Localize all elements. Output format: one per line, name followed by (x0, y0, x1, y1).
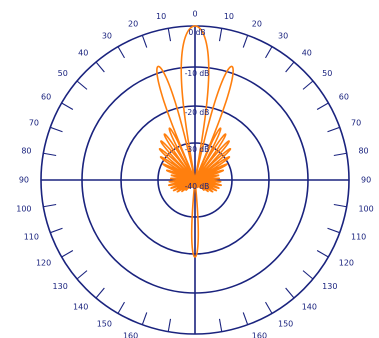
angle-label-right-130: 130 (322, 282, 337, 291)
angle-tick-140 (285, 287, 295, 299)
angle-tick-10 (218, 28, 223, 42)
angle-label-left-130: 130 (53, 282, 68, 291)
angle-label-left-30: 30 (102, 32, 112, 41)
angle-tick-70 (327, 126, 340, 133)
angle-tick-240 (61, 250, 74, 258)
angle-label-right-50: 50 (322, 69, 332, 78)
angle-tick-30 (265, 46, 273, 59)
angle-label-right-140: 140 (302, 303, 317, 312)
angle-label-right-30: 30 (278, 32, 288, 41)
angle-label-left-60: 60 (41, 93, 51, 102)
angle-label-left-90: 90 (19, 176, 29, 185)
angle-label-left-100: 100 (16, 204, 31, 213)
angle-label-right-10: 10 (224, 12, 234, 21)
angle-label-left-140: 140 (73, 303, 88, 312)
angle-label-left-120: 120 (36, 259, 51, 268)
angle-label-right-70: 70 (351, 119, 361, 128)
angle-tick-310 (76, 80, 88, 90)
angle-tick-220 (95, 287, 105, 299)
angle-label-left-50: 50 (58, 69, 68, 78)
angle-tick-80 (333, 152, 347, 157)
angle-label-left-20: 20 (128, 20, 138, 29)
polar-grid (40, 25, 350, 335)
angle-label-left-40: 40 (78, 48, 88, 57)
angle-tick-50 (302, 80, 314, 90)
db-label-2: -20 dB (185, 108, 210, 117)
angle-label-left-10: 10 (156, 12, 166, 21)
db-label-0: 0 dB (188, 28, 205, 37)
angle-tick-120 (316, 250, 329, 258)
db-label-3: -30 dB (185, 145, 210, 154)
angle-tick-330 (117, 46, 125, 59)
angle-label-left-80: 80 (21, 147, 31, 156)
angle-label-right-110: 110 (351, 232, 366, 241)
db-label-1: -10 dB (185, 69, 210, 78)
angle-tick-60 (316, 102, 329, 110)
db-ring-labels: 0 dB -10 dB -20 dB -30 dB -40 dB (185, 28, 210, 191)
angle-tick-320 (95, 61, 105, 73)
angle-tick-40 (285, 61, 295, 73)
angle-tick-290 (50, 126, 63, 133)
angle-tick-340 (141, 35, 148, 48)
angle-label-right-90: 90 (361, 176, 371, 185)
angle-label-right-100: 100 (358, 204, 373, 213)
angle-tick-210 (117, 301, 125, 314)
pattern-series-0 (156, 25, 234, 258)
angle-label-left-70: 70 (29, 119, 39, 128)
angle-tick-230 (76, 270, 88, 280)
angle-label-right-60: 60 (339, 93, 349, 102)
angle-tick-170 (218, 318, 223, 332)
angle-label-right-0: 0 (192, 10, 197, 19)
angle-tick-200 (141, 312, 148, 325)
angle-label-left-160: 160 (123, 331, 138, 338)
angle-tick-150 (265, 301, 273, 314)
angle-tick-160 (242, 312, 249, 325)
angle-tick-280 (43, 152, 57, 157)
angle-tick-350 (167, 28, 172, 42)
angle-tick-190 (167, 318, 172, 332)
db-label-4: -40 dB (185, 182, 210, 191)
angle-label-left-110: 110 (24, 232, 39, 241)
angle-tick-100 (333, 203, 347, 208)
angle-label-right-20: 20 (252, 20, 262, 29)
angle-tick-300 (61, 102, 74, 110)
angle-tick-260 (43, 203, 57, 208)
angle-label-right-40: 40 (302, 48, 312, 57)
angle-label-right-160: 160 (252, 331, 267, 338)
angle-tick-130 (302, 270, 314, 280)
angle-label-right-80: 80 (358, 147, 368, 156)
angle-label-right-150: 150 (278, 319, 293, 328)
angle-tick-20 (242, 35, 249, 48)
angle-tick-110 (327, 227, 340, 234)
angle-labels: 0 10 10 20 20 30 30 40 40 50 50 60 60 70 70 80 80 90 90 100… (16, 10, 374, 338)
angle-tick-250 (50, 227, 63, 234)
radiation-pattern (156, 25, 234, 258)
angle-label-left-150: 150 (97, 319, 112, 328)
angle-label-right-120: 120 (339, 259, 354, 268)
